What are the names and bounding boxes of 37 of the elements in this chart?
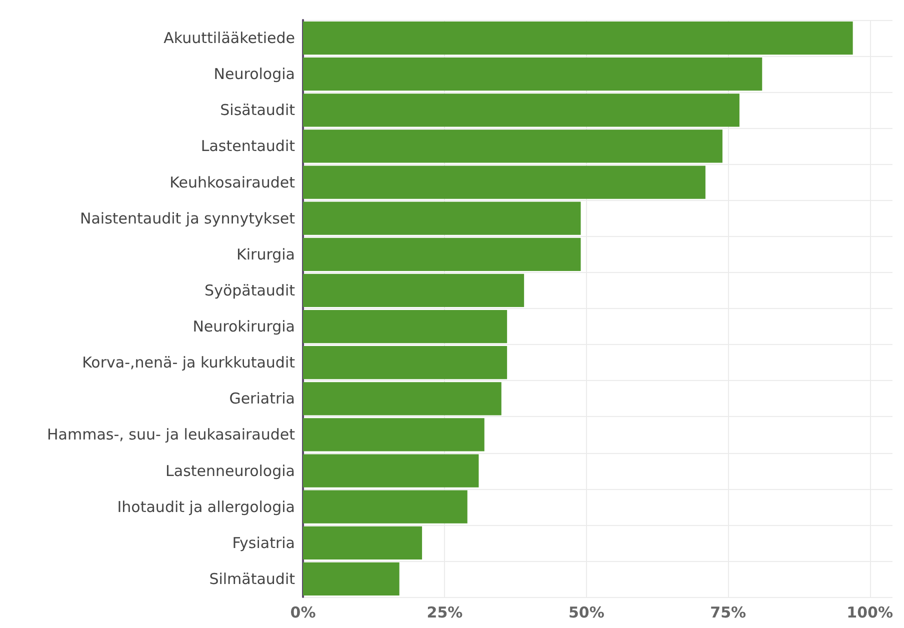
bar	[303, 310, 508, 344]
bar	[303, 238, 581, 271]
x-tick-label: 75%	[710, 604, 746, 622]
y-tick-label: Syöpätaudit	[204, 281, 296, 300]
bar	[303, 94, 740, 127]
y-tick-label: Ihotaudit ja allergologia	[117, 498, 295, 516]
bar	[303, 166, 706, 199]
y-tick-label: Geriatria	[229, 390, 295, 408]
bar	[303, 346, 508, 380]
y-tick-label: Lastentaudit	[200, 137, 296, 156]
y-tick-label: Fysiatria	[232, 534, 295, 552]
y-tick-label: Korva-,nenä- ja kurkkutaudit	[82, 354, 296, 372]
bar	[303, 274, 524, 308]
bar	[303, 418, 484, 452]
x-tick-label: 50%	[568, 604, 604, 622]
y-tick-label: Naistentaudit ja synnytykset	[80, 209, 296, 228]
y-tick-label: Keuhkosairaudet	[170, 173, 296, 192]
y-tick-label: Neurologia	[214, 65, 295, 84]
bar	[303, 382, 502, 416]
bar	[303, 130, 722, 163]
x-tick-label: 0%	[290, 604, 316, 622]
bar	[303, 562, 400, 596]
y-tick-label: Neurokirurgia	[192, 318, 295, 336]
y-tick-label: Hammas-, suu- ja leukasairaudet	[47, 426, 296, 444]
y-tick-label: Akuuttilääketiede	[164, 29, 295, 48]
y-tick-label: Sisätaudit	[220, 101, 296, 120]
y-tick-label: Silmätaudit	[209, 570, 296, 588]
bar	[303, 21, 853, 55]
y-tick-label: Kirurgia	[236, 245, 295, 264]
bar	[303, 490, 468, 524]
x-tick-label: 100%	[846, 604, 893, 622]
bar	[303, 526, 422, 560]
bar	[303, 454, 479, 488]
y-tick-label: Lastenneurologia	[166, 462, 295, 480]
bar	[303, 202, 581, 235]
x-tick-label: 25%	[426, 604, 463, 622]
bar	[303, 58, 762, 91]
